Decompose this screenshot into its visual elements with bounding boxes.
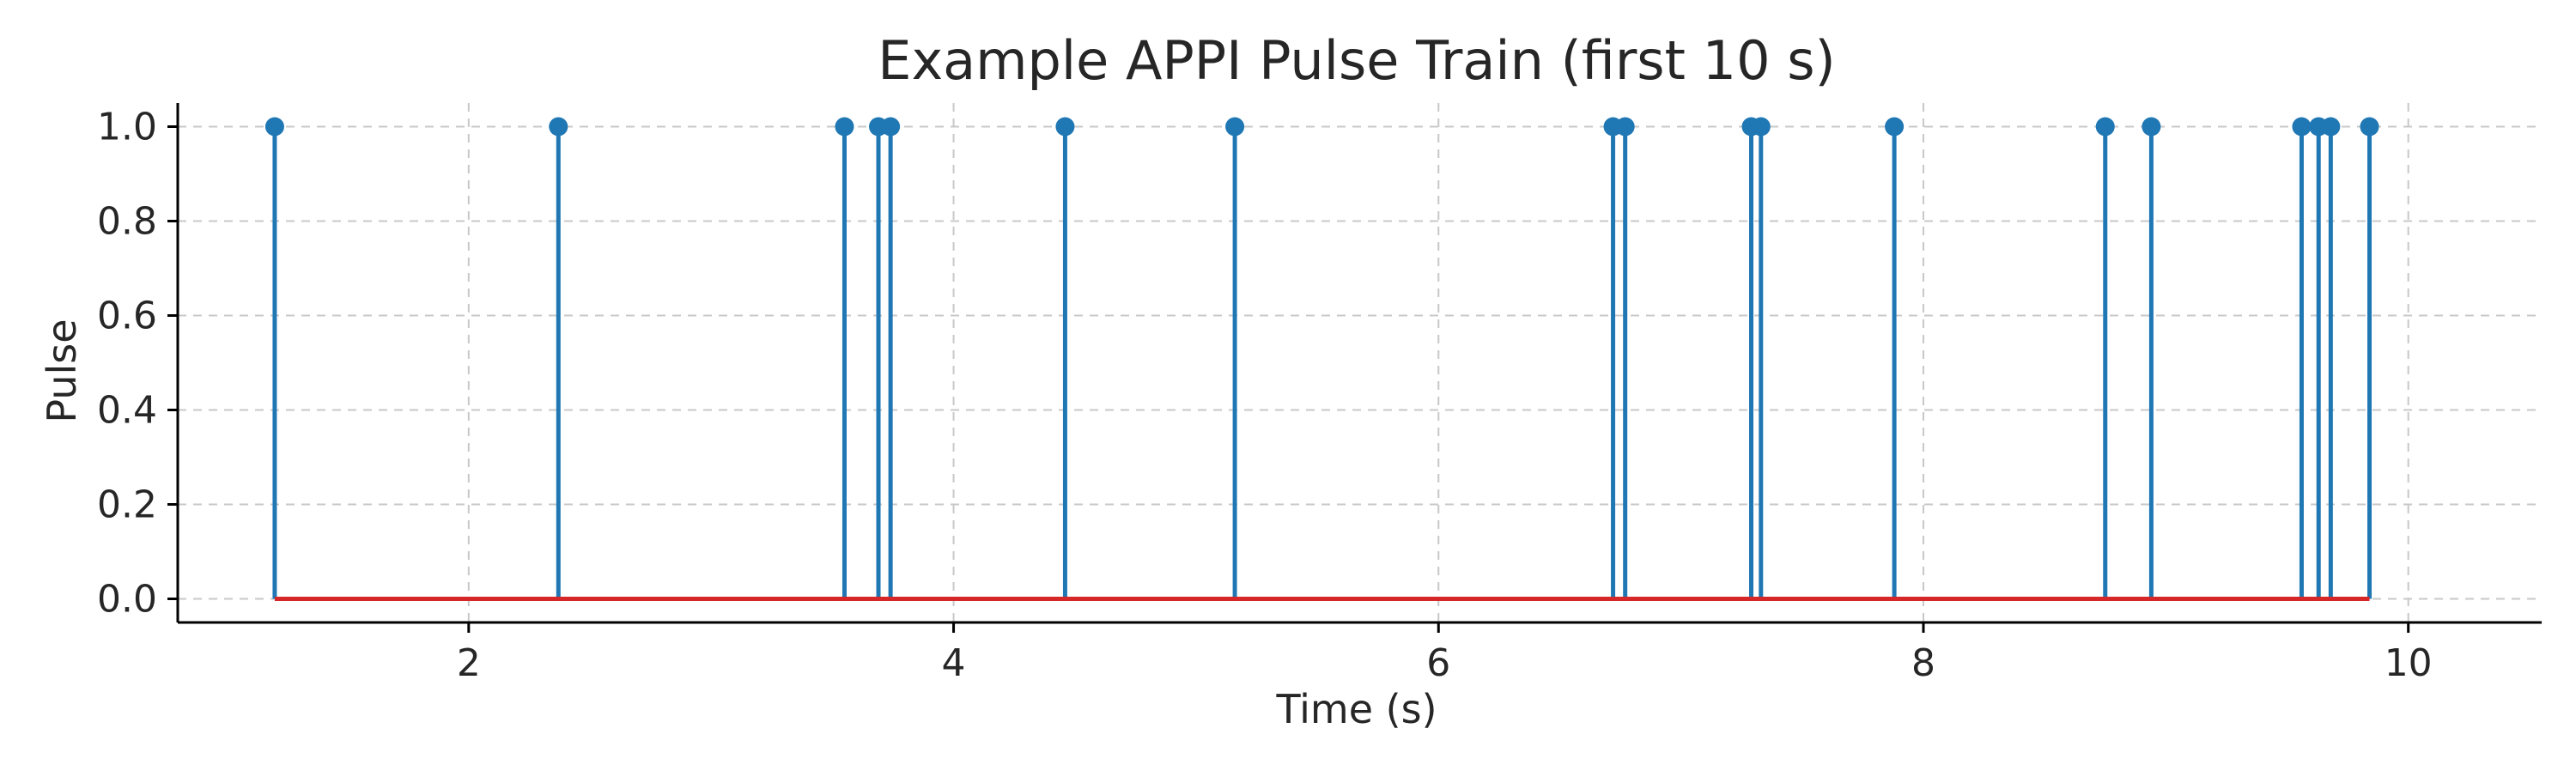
x-tick-label: 6 [1426,641,1450,685]
x-tick-label: 10 [2385,641,2433,685]
chart-title: Example APPI Pulse Train (first 10 s) [878,29,1835,92]
stem-marker [2321,117,2341,137]
stem-marker [549,117,568,137]
y-tick-label: 0.4 [97,389,157,433]
y-tick-label: 0.8 [97,200,157,244]
axes [176,103,2542,624]
stem-marker [2142,117,2161,137]
x-tick-label: 4 [942,641,966,685]
stem-marker [881,117,901,137]
stem-marker [2360,117,2379,137]
stem-marker [2095,117,2115,137]
x-tick-label: 2 [457,641,481,685]
stems [272,126,2372,599]
y-tick-label: 0.6 [97,294,157,338]
stem-marker [1225,117,1245,137]
x-axis-label: Time (s) [1275,686,1437,732]
stem-marker [1615,117,1635,137]
x-tick-label: 8 [1911,641,1935,685]
stem-marker [2292,117,2312,137]
markers [264,117,2379,137]
y-tick-label: 0.2 [97,483,157,527]
y-tick-label: 0.0 [97,578,157,622]
ticks: 2 4 6 8 10 0.0 0.2 0.4 0.6 0.8 1.0 [97,106,2433,686]
grid [178,103,2542,622]
y-axis-label: Pulse [39,319,85,422]
y-tick-label: 1.0 [97,106,157,149]
stem-marker [264,117,284,137]
stem-marker [1751,117,1771,137]
stem-marker [1885,117,1905,137]
stem-marker [835,117,854,137]
stem-marker [1055,117,1075,137]
